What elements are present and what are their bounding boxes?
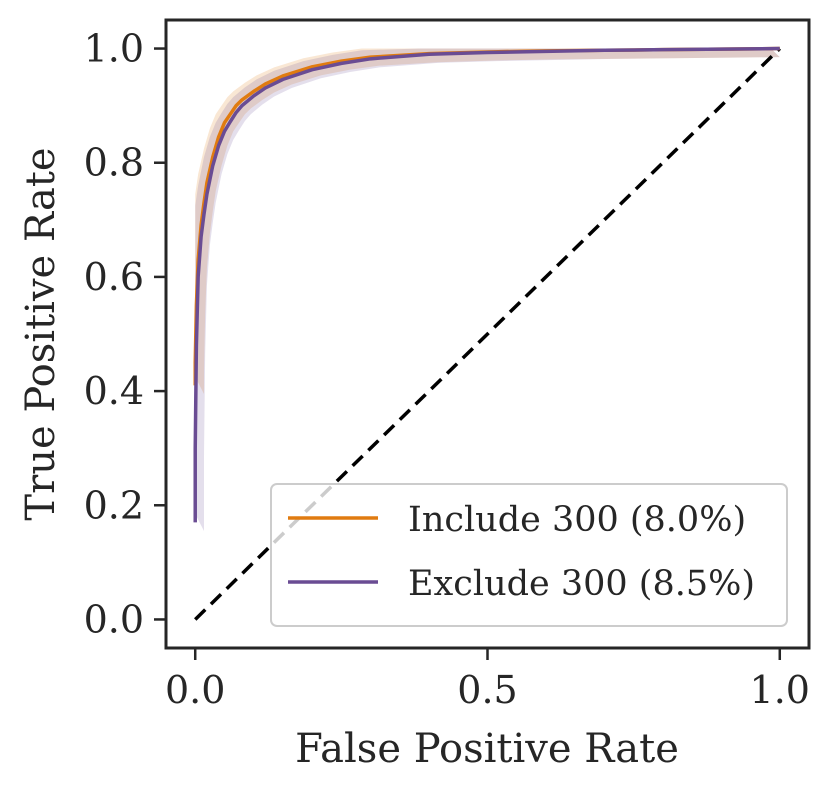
confidence-band-0 (195, 48, 780, 394)
x-tick-label: 1.0 (750, 668, 810, 712)
y-tick-label: 0.0 (84, 597, 144, 641)
y-tick-label: 0.6 (84, 255, 144, 299)
x-axis-ticks: 0.0 0.5 1.0 (165, 648, 810, 712)
y-tick-label: 0.8 (84, 141, 144, 185)
legend-label-include: Include 300 (8.0%) (408, 500, 746, 540)
x-tick-label: 0.5 (457, 668, 517, 712)
confidence-band-1 (195, 48, 780, 531)
confidence-bands (195, 48, 780, 531)
y-tick-label: 1.0 (84, 27, 144, 71)
y-axis-title: True Positive Rate (18, 147, 64, 520)
x-axis-title: False Positive Rate (295, 726, 679, 772)
legend-label-exclude: Exclude 300 (8.5%) (408, 564, 755, 604)
y-tick-label: 0.4 (84, 369, 144, 413)
x-tick-label: 0.0 (165, 668, 225, 712)
legend: Include 300 (8.0%) Exclude 300 (8.5%) (270, 483, 788, 627)
plot-frame (164, 18, 811, 650)
y-tick-label: 0.2 (84, 483, 144, 527)
series-line-1 (193, 46, 780, 523)
y-axis-ticks: 0.0 0.2 0.4 0.6 0.8 1.0 (84, 27, 166, 641)
legend-box (270, 483, 788, 627)
